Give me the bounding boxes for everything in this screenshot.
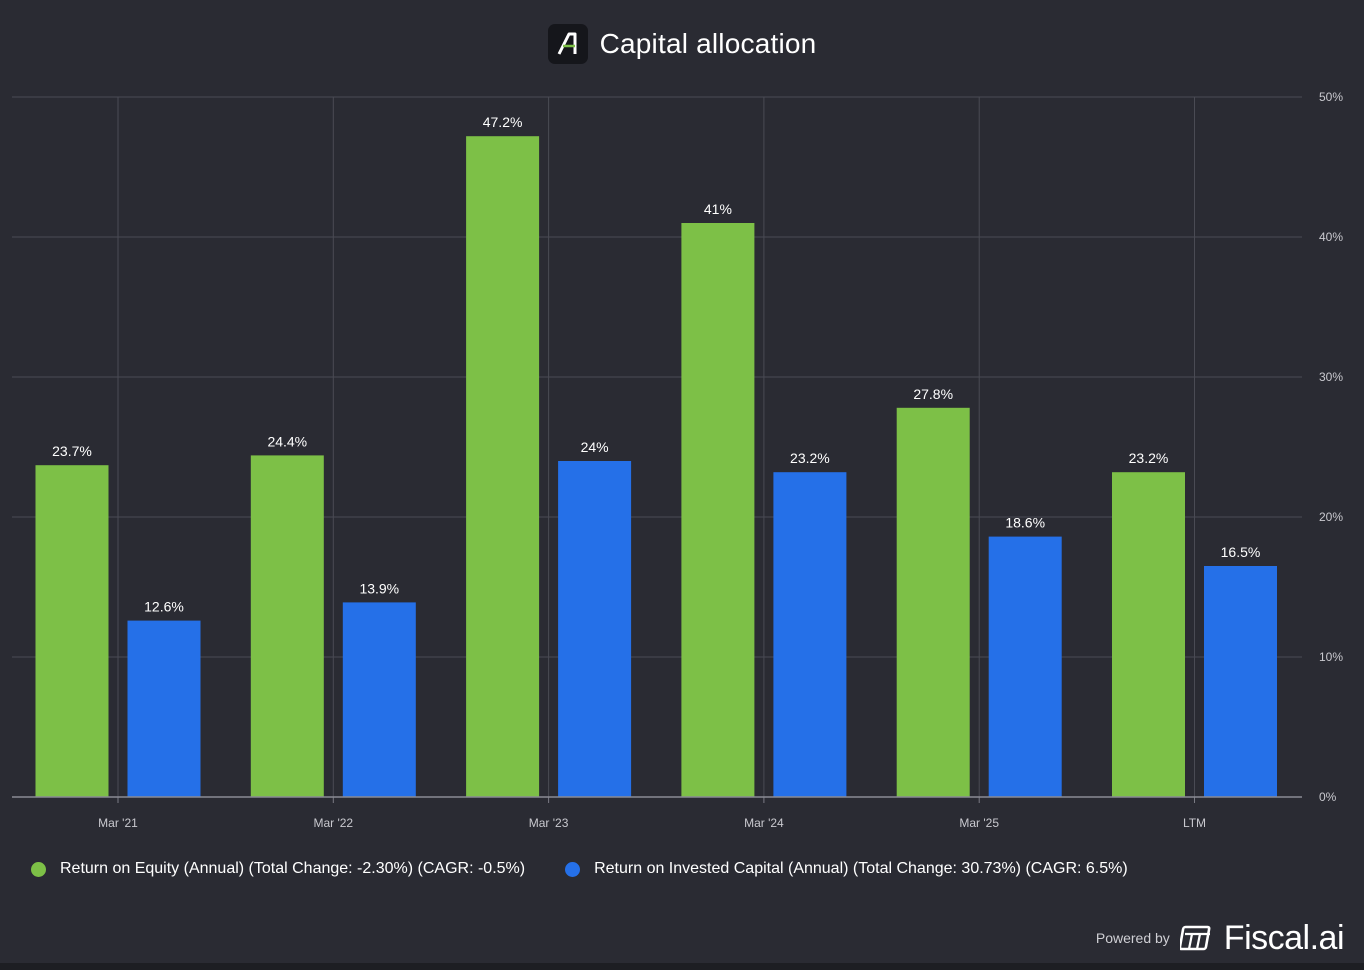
powered-by-text: Powered by [1095,930,1170,946]
x-tick-label: Mar '23 [529,816,569,830]
legend-label-roic: Return on Invested Capital (Annual) (Tot… [594,860,1128,877]
legend-item-roic[interactable]: Return on Invested Capital (Annual) (Tot… [565,860,1128,878]
bar-roic [342,602,416,797]
bar-roe [681,223,755,797]
x-tick-label: LTM [1183,816,1206,830]
bottom-border [0,963,1364,970]
x-tick-label: Mar '24 [744,816,784,830]
bar-roe [896,407,970,797]
stylized-a-logo-icon [547,24,588,64]
data-label: 41% [704,201,732,217]
y-tick-label: 50% [1319,90,1343,104]
bar-chart: 0% 10% 20% 30% 40% 50% Mar '21 Mar '22 Mar '23 Ma… [12,90,1343,830]
legend-dot-roic [565,861,581,877]
legend-dot-roe [31,861,46,877]
y-tick-label: 30% [1319,370,1343,384]
page-title: Capital allocation [599,28,817,59]
data-label: 16.5% [1221,544,1261,560]
y-tick-label: 40% [1319,230,1343,244]
data-label: 24.4% [267,433,307,449]
bar-roe [466,136,540,797]
data-label: 23.2% [1129,450,1169,466]
bar-roe [1112,472,1185,797]
y-tick-label: 10% [1319,650,1343,664]
x-tick-label: Mar '25 [959,816,999,830]
bar-roic [127,620,201,797]
chart-header: Capital allocation [0,22,1364,66]
data-label: 47.2% [483,114,523,130]
chart-legend: Return on Equity (Annual) (Total Change:… [31,860,1128,878]
data-label: 12.6% [144,599,184,615]
brand-name: Fiscal.ai [1223,918,1345,957]
data-label: 13.9% [359,580,399,596]
data-label: 24% [581,439,609,455]
y-tick-label: 20% [1319,510,1343,524]
legend-item-roe[interactable]: Return on Equity (Annual) (Total Change:… [31,860,525,878]
legend-label-roe: Return on Equity (Annual) (Total Change:… [60,860,526,877]
fiscal-ai-logo-icon [1179,925,1211,951]
bar-roe [35,465,109,797]
bar-roe [250,455,324,797]
bar-roic [558,461,632,797]
data-label: 18.6% [1005,515,1045,531]
bar-roic [988,536,1062,797]
x-tick-label: Mar '22 [313,816,353,830]
y-tick-label: 0% [1319,790,1337,804]
powered-by-footer: Powered by Fiscal.ai [1095,918,1345,958]
bar-roic [1204,566,1277,797]
bar-roic [773,472,847,797]
data-label: 23.2% [790,450,830,466]
x-tick-label: Mar '21 [98,816,138,830]
data-label: 27.8% [913,386,953,402]
data-label: 23.7% [52,443,92,459]
